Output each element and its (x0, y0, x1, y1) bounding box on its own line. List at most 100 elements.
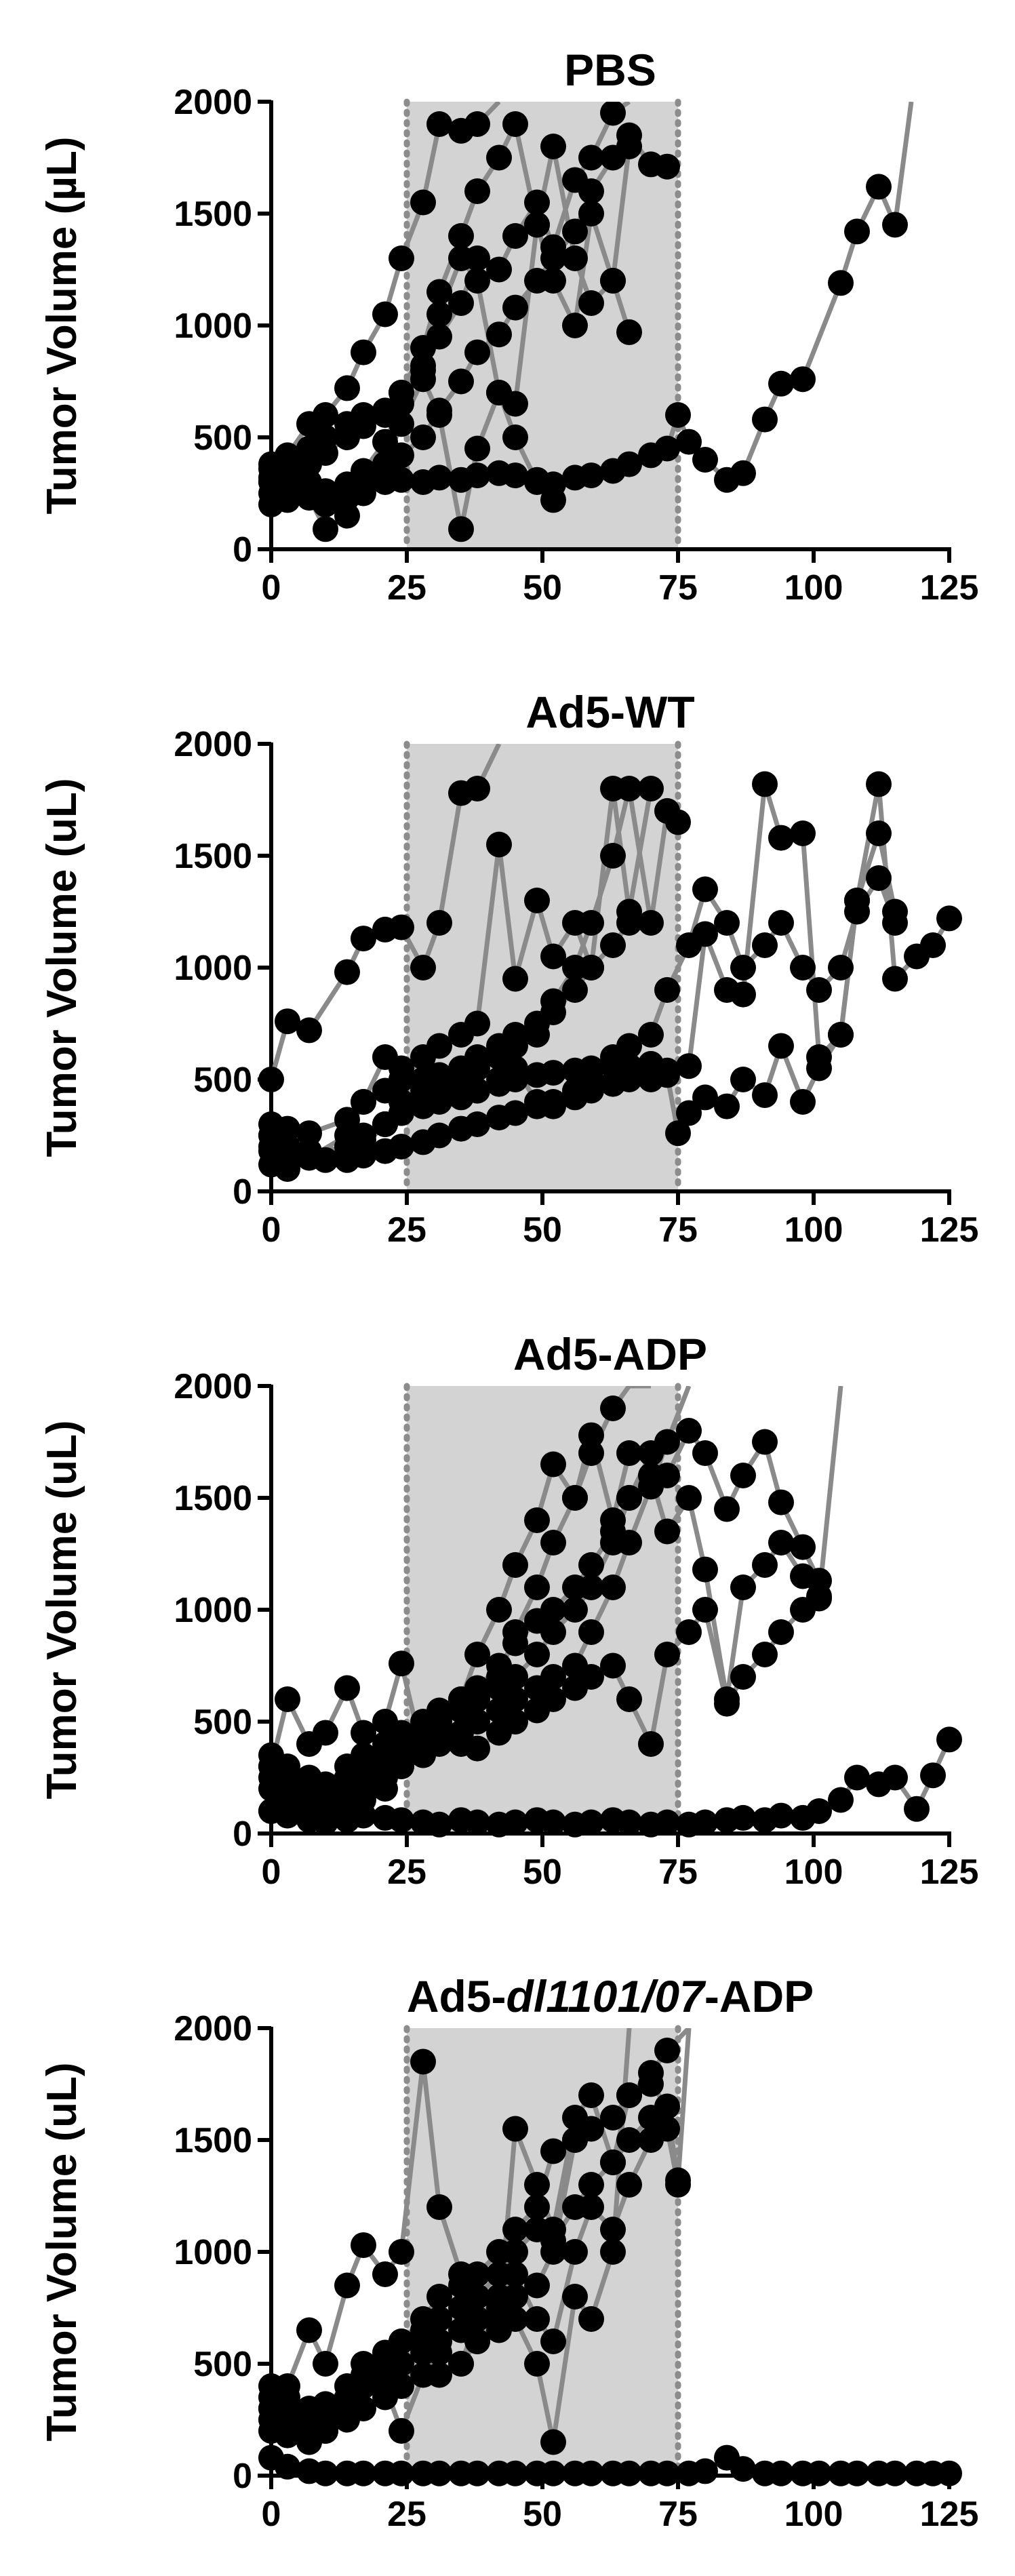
data-point (524, 189, 550, 216)
data-point (502, 1100, 528, 1126)
data-point (464, 1111, 490, 1137)
data-point (464, 1010, 490, 1037)
data-point (334, 502, 360, 529)
chart-title-part: dl1101/07 (506, 1971, 707, 2021)
data-point (730, 981, 756, 1008)
data-point (502, 2239, 528, 2265)
data-point (486, 831, 512, 858)
data-point (448, 245, 474, 271)
data-point (351, 2396, 376, 2421)
data-point (578, 201, 604, 226)
x-tick-label: 25 (387, 2495, 426, 2534)
data-point (410, 1731, 436, 1757)
y-tick-label: 0 (233, 2457, 252, 2496)
data-point (578, 462, 604, 489)
data-point (426, 1709, 452, 1735)
data-point (540, 1060, 566, 1086)
data-point (768, 1619, 794, 1645)
data-point (790, 1089, 816, 1115)
data-point (351, 402, 376, 428)
x-tick-label: 125 (920, 1852, 979, 1892)
data-point (844, 1764, 870, 1791)
data-point (638, 2127, 664, 2153)
data-point (936, 1726, 962, 1753)
data-point (351, 1764, 376, 1791)
data-point (654, 2038, 680, 2063)
chart-panel: 0 500 1000 1500 2000 0 25 50 75 100 125 Ad5-dl1101/… (39, 1971, 978, 2534)
data-point (540, 1686, 566, 1712)
data-point (578, 2172, 604, 2198)
y-axis-label: Tumor Volume (uL) (39, 778, 85, 1157)
data-point (351, 339, 376, 365)
data-point (882, 1764, 908, 1791)
data-point (426, 402, 452, 428)
data-point (334, 1675, 360, 1701)
data-point (426, 910, 452, 936)
data-point (389, 2239, 414, 2265)
data-point (464, 2460, 490, 2486)
y-tick-label: 2000 (174, 83, 252, 122)
data-point (410, 955, 436, 980)
data-point (524, 2194, 550, 2220)
data-point (372, 429, 398, 455)
data-point (275, 2422, 300, 2449)
data-point (296, 1017, 322, 1044)
data-point (389, 2329, 414, 2354)
data-point (351, 1134, 376, 1160)
data-point (275, 2453, 300, 2480)
data-layer (258, 744, 962, 1182)
data-point (275, 1008, 300, 1035)
x-tick-label: 50 (523, 2495, 562, 2534)
data-point (524, 1574, 550, 1600)
data-point (540, 1597, 566, 1623)
data-point (730, 2456, 756, 2482)
y-tick-label: 500 (193, 418, 252, 458)
y-tick-label: 2000 (174, 2009, 252, 2048)
data-point (936, 2460, 962, 2486)
data-point (616, 1033, 642, 1059)
data-point (752, 932, 778, 958)
data-point (524, 469, 550, 495)
data-point (676, 1053, 702, 1079)
data-point (540, 1451, 566, 1478)
data-point (752, 1429, 778, 1455)
x-tick-label: 75 (658, 2495, 698, 2534)
y-axis-label: Tumor Volume (uL) (39, 1420, 85, 1799)
data-point (351, 2362, 376, 2388)
data-point (600, 1395, 626, 1421)
data-point (464, 1077, 490, 1104)
y-tick-label: 500 (193, 1703, 252, 1742)
data-point (768, 2460, 794, 2486)
data-point (638, 2060, 664, 2086)
data-point (616, 319, 642, 345)
data-point (768, 1489, 794, 1515)
data-point (578, 1619, 604, 1645)
data-point (372, 402, 398, 428)
data-point (502, 2306, 528, 2332)
data-point (464, 2306, 490, 2332)
data-point (464, 776, 490, 801)
data-point (600, 2239, 626, 2265)
y-tick-label: 0 (233, 530, 252, 570)
y-tick-label: 1000 (174, 306, 252, 346)
data-point (866, 174, 892, 200)
data-point (578, 2306, 604, 2332)
data-point (502, 1552, 528, 1578)
data-point (486, 144, 512, 171)
x-tick-label: 100 (784, 2495, 843, 2534)
data-point (752, 1082, 778, 1109)
y-tick-label: 0 (233, 1815, 252, 1854)
chart-panel: 0 500 1000 1500 2000 0 25 50 75 100 125 PBS Tumor Vo… (39, 45, 978, 608)
y-tick-label: 1500 (174, 837, 252, 876)
data-point (562, 218, 588, 245)
chart-title: Ad5-ADP (513, 1329, 707, 1379)
data-point (730, 1804, 756, 1831)
data-point (616, 1440, 642, 1466)
data-point (351, 2460, 376, 2486)
data-point (426, 2460, 452, 2486)
data-point (714, 1690, 740, 1717)
data-point (714, 910, 740, 936)
data-point (692, 1809, 718, 1836)
data-point (524, 2306, 550, 2332)
data-point (600, 776, 626, 801)
